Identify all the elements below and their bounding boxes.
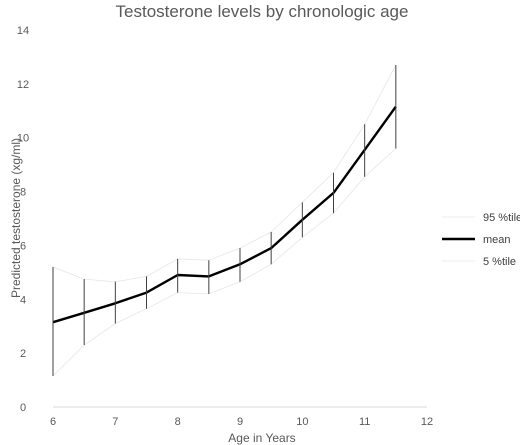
x-tick-label: 11 [359, 416, 370, 428]
y-tick-label: 14 [17, 25, 29, 37]
y-tick-label: 0 [20, 402, 26, 414]
y-tick-label: 6 [20, 240, 26, 252]
series-line-95-tile [52, 64, 397, 283]
y-axis-title: Predicted testosterone (xg/ml) [9, 138, 23, 298]
legend-label-95-tile: 95 %tile [483, 212, 520, 224]
x-tick-label: 9 [237, 416, 243, 428]
x-tick-label: 8 [175, 416, 181, 428]
y-tick-label: 4 [20, 294, 26, 306]
y-tick-label: 2 [20, 348, 26, 360]
series-line-mean [52, 105, 397, 324]
legend: 95 %tile mean 5 %tile [442, 212, 520, 268]
y-tick-label: 10 [17, 133, 29, 145]
series-line-5-tile [52, 148, 397, 377]
y-tick-label: 12 [17, 79, 29, 91]
x-axis-title: Age in Years [228, 431, 295, 445]
x-tick-label: 10 [296, 416, 308, 428]
legend-label-mean: mean [483, 234, 511, 246]
x-tick-label: 6 [50, 416, 56, 428]
legend-label-5-tile: 5 %tile [483, 256, 516, 268]
x-tick-label: 7 [112, 416, 118, 428]
chart-title: Testosterone levels by chronologic age [116, 2, 409, 21]
x-tick-label: 12 [421, 416, 433, 428]
y-tick-label: 8 [20, 187, 26, 199]
plot-area: 0 2 4 6 8 10 12 14 6 7 8 9 10 11 12 [17, 25, 433, 428]
